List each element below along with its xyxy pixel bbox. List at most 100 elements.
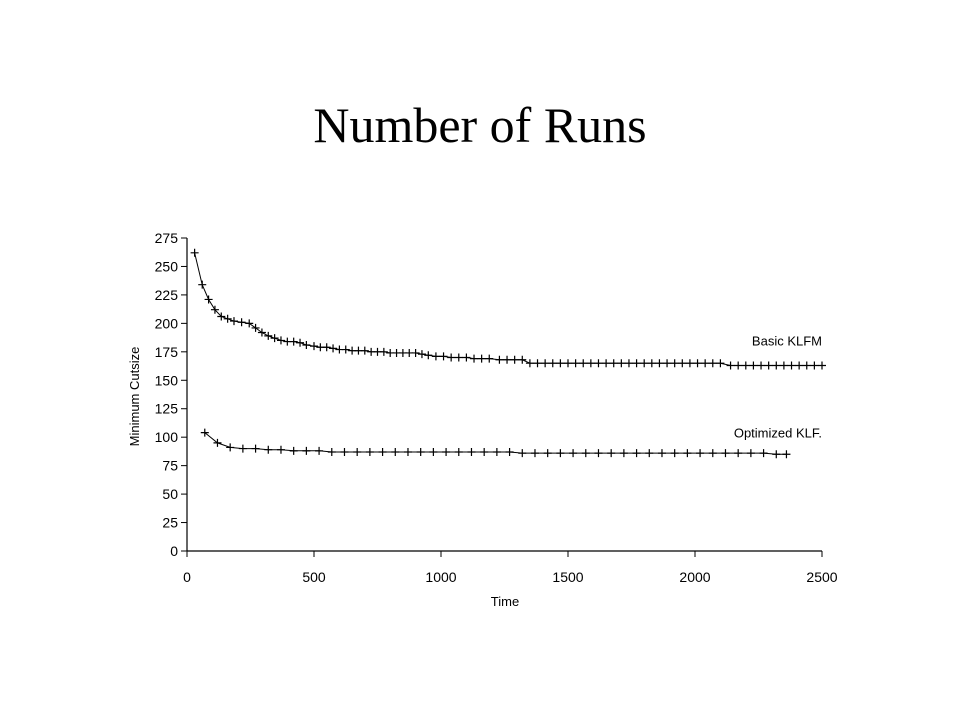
x-axis-title: Time <box>491 594 519 609</box>
data-point-marker <box>237 318 246 327</box>
data-point-marker <box>296 338 305 347</box>
data-point-marker <box>518 355 527 364</box>
data-point-marker <box>198 280 207 289</box>
data-point-marker <box>329 344 338 353</box>
data-point-marker <box>757 361 766 370</box>
data-point-marker <box>663 359 672 368</box>
data-point-marker <box>647 359 656 368</box>
data-point-marker <box>518 449 527 458</box>
data-point-marker <box>270 334 279 343</box>
data-point-marker <box>302 446 311 455</box>
series-label: Basic KLFM <box>752 333 822 348</box>
x-axis-ticks: 0 500 1000 1500 2000 2500 <box>183 551 838 585</box>
data-point-marker <box>238 444 247 453</box>
data-point-marker <box>525 359 534 368</box>
data-point-marker <box>556 359 565 368</box>
data-point-marker <box>632 359 641 368</box>
data-point-marker <box>442 447 451 456</box>
data-point-marker <box>556 449 565 458</box>
data-point-marker <box>251 444 260 453</box>
data-point-marker <box>764 361 773 370</box>
y-tick-label: 275 <box>155 230 179 246</box>
data-point-marker <box>670 359 679 368</box>
data-point-marker <box>485 354 494 363</box>
data-point-marker <box>424 351 433 360</box>
series-layer: Basic KLFM Optimized KLF. <box>190 248 826 459</box>
chart-axes <box>186 238 822 552</box>
y-tick-label: 100 <box>155 429 179 445</box>
data-point-marker <box>503 355 512 364</box>
data-point-marker <box>624 359 633 368</box>
data-point-marker <box>810 361 819 370</box>
data-point-marker <box>564 359 572 368</box>
data-point-marker <box>657 449 666 458</box>
data-point-marker <box>741 361 750 370</box>
data-point-marker <box>315 446 324 455</box>
data-point-marker <box>721 449 730 458</box>
data-point-marker <box>217 312 226 321</box>
data-point-marker <box>617 359 626 368</box>
data-point-marker <box>772 361 781 370</box>
data-point-marker <box>480 447 489 456</box>
y-axis-title: Minimum Cutsize <box>127 347 142 447</box>
data-point-marker <box>431 352 440 361</box>
data-point-marker <box>302 340 311 349</box>
y-tick-label: 200 <box>155 315 179 331</box>
y-tick-label: 250 <box>155 258 179 274</box>
data-point-marker <box>701 359 710 368</box>
data-point-marker <box>190 248 199 257</box>
data-point-marker <box>693 359 702 368</box>
data-point-marker <box>264 331 273 340</box>
y-tick-label: 75 <box>162 458 178 474</box>
series-1: Basic KLFM <box>190 248 826 370</box>
data-point-marker <box>510 355 519 364</box>
data-point-marker <box>533 359 542 368</box>
data-point-marker <box>772 450 781 459</box>
data-point-marker <box>746 449 755 458</box>
series-line <box>194 252 822 366</box>
data-point-marker <box>645 449 654 458</box>
slide-title: Number of Runs <box>313 97 647 153</box>
data-point-marker <box>264 445 273 454</box>
data-point-marker <box>505 447 514 456</box>
x-tick-label: 1000 <box>425 569 456 585</box>
data-point-marker <box>470 354 479 363</box>
data-point-marker <box>716 359 725 368</box>
data-point-marker <box>327 447 336 456</box>
data-point-marker <box>640 359 649 368</box>
data-point-marker <box>543 449 552 458</box>
data-point-marker <box>571 359 580 368</box>
series-label: Optimized KLF. <box>734 425 822 440</box>
data-point-marker <box>226 443 235 452</box>
data-point-marker <box>200 428 209 437</box>
data-point-marker <box>594 359 603 368</box>
data-point-marker <box>734 361 743 370</box>
data-point-marker <box>213 438 222 447</box>
data-point-marker <box>795 361 804 370</box>
data-point-marker <box>340 447 349 456</box>
data-point-marker <box>683 449 692 458</box>
data-point-marker <box>581 449 590 458</box>
data-point-marker <box>289 337 298 346</box>
data-point-marker <box>353 447 362 456</box>
data-point-marker <box>759 449 768 458</box>
data-point-marker <box>360 346 369 355</box>
data-point-marker <box>696 449 705 458</box>
data-point-marker <box>454 447 463 456</box>
data-point-marker <box>276 445 285 454</box>
y-axis-ticks: 0 25 50 75 100 125 150 175 200 225 250 275 <box>155 230 187 559</box>
data-point-marker <box>477 354 486 363</box>
data-point-marker <box>341 345 350 354</box>
data-point-marker <box>454 353 463 362</box>
data-point-marker <box>678 359 687 368</box>
data-point-marker <box>229 317 238 326</box>
data-point-marker <box>417 350 426 359</box>
data-point-marker <box>447 353 456 362</box>
data-point-marker <box>579 359 588 368</box>
data-point-marker <box>378 447 387 456</box>
data-point-marker <box>619 449 628 458</box>
data-point-marker <box>310 342 318 351</box>
data-point-marker <box>429 447 438 456</box>
data-point-marker <box>276 336 285 345</box>
y-tick-label: 175 <box>155 344 179 360</box>
